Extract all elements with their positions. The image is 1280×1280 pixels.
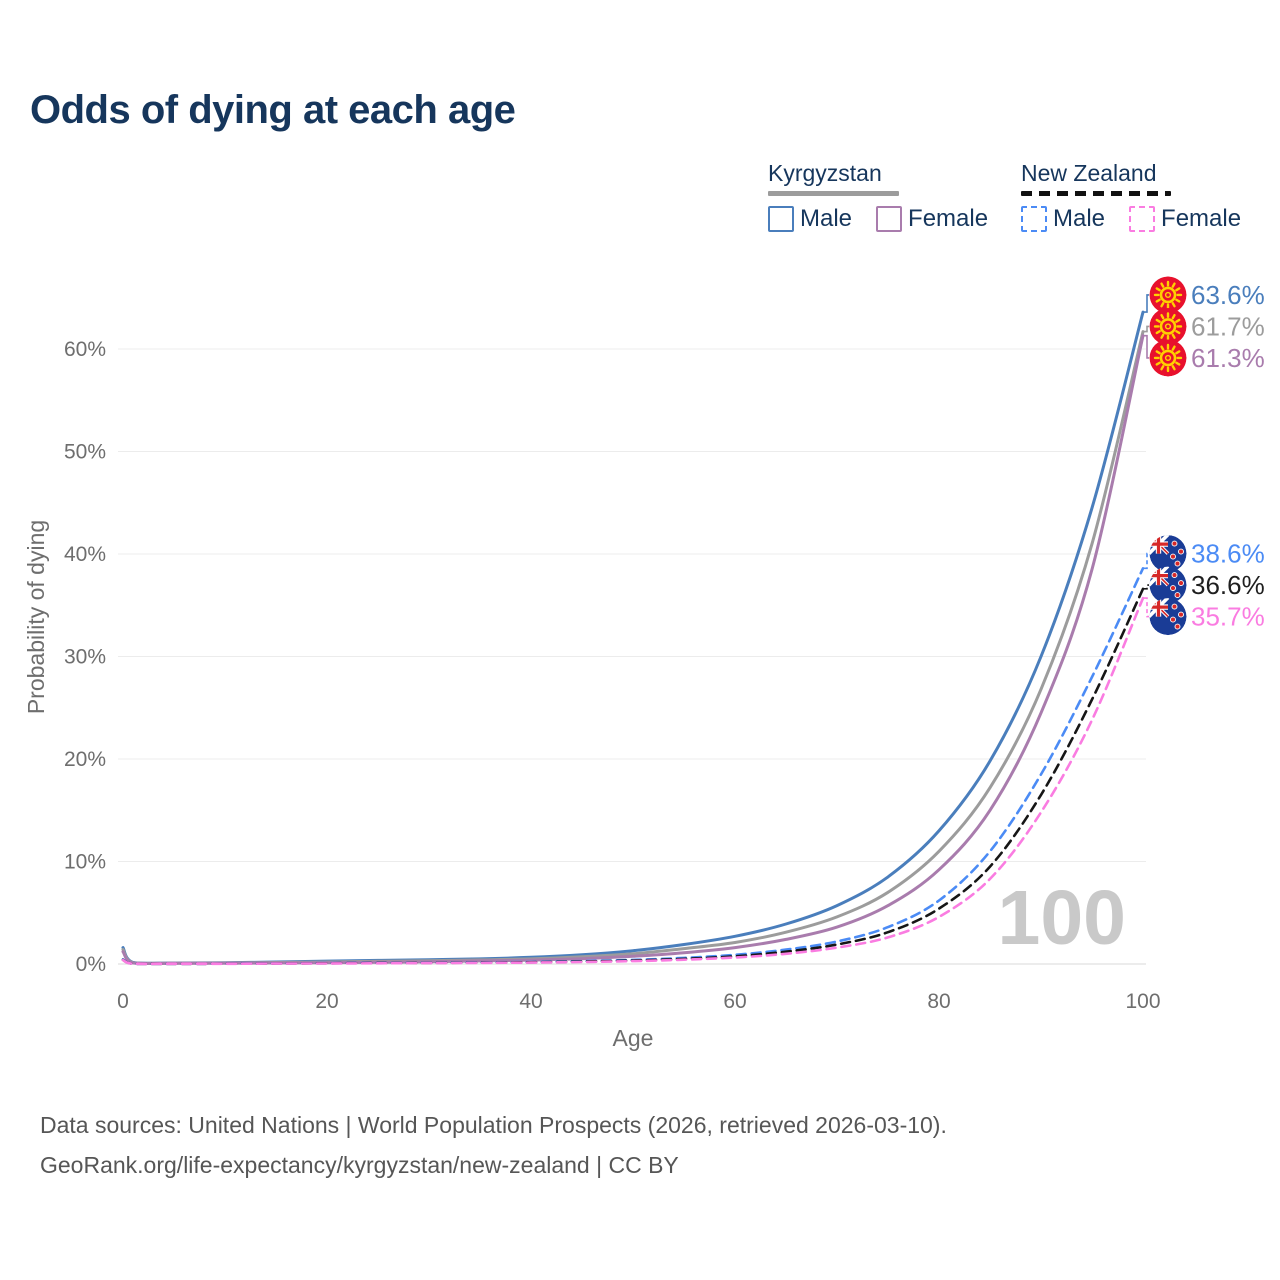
kyrgyzstan-flag-icon (1149, 339, 1187, 377)
footer-data-sources: Data sources: United Nations | World Pop… (40, 1112, 947, 1138)
checkbox-icon-new-zealand-female (1129, 205, 1156, 232)
chart-legend: Kyrgyzstan Male Female New Zealand Male (0, 160, 1280, 246)
new-zealand-dashed-underline (1021, 191, 1171, 196)
label-connector (1144, 294, 1149, 313)
legend-group-new-zealand: New Zealand Male Female (1021, 160, 1241, 233)
checkbox-icon-new-zealand-male (1021, 205, 1047, 232)
checkbox-label: Female (1161, 204, 1242, 232)
x-tick-label: 40 (519, 990, 542, 1013)
new-zealand-flag-icon (1149, 535, 1187, 573)
y-tick-label: 50% (64, 441, 106, 464)
y-axis-title: Probability of dying (23, 520, 49, 714)
checkbox-new-zealand-female[interactable]: Female (1129, 205, 1241, 233)
end-value-label-new-zealand-female: 35.7% (1191, 602, 1265, 632)
checkbox-label: Female (908, 205, 989, 232)
kyrgyzstan-solid-underline (768, 191, 899, 196)
series-line-new-zealand-female[interactable] (121, 596, 1145, 966)
series-line-new-zealand-both-sexes[interactable] (121, 587, 1145, 966)
end-value-label-new-zealand-both-sexes: 36.6% (1191, 570, 1265, 600)
checkbox-kyrgyzstan-male[interactable]: Male (768, 205, 852, 233)
x-tick-label: 80 (927, 990, 950, 1013)
kyrgyzstan-flag-icon (1149, 307, 1187, 345)
y-tick-label: 10% (64, 851, 106, 874)
y-tick-label: 60% (64, 338, 106, 361)
checkbox-label: Male (800, 205, 853, 232)
label-connector (1144, 597, 1149, 618)
label-connector (1144, 584, 1149, 590)
end-value-label-kyrgyzstan-female: 61.3% (1191, 343, 1265, 373)
checkbox-label: Male (1053, 204, 1106, 232)
kyrgyzstan-flag-icon (1149, 276, 1187, 314)
checkbox-icon-kyrgyzstan-female (876, 206, 903, 232)
footer: Data sources: United Nations | World Pop… (40, 1105, 947, 1185)
x-axis-title: Age (613, 1025, 654, 1051)
age-watermark: 100 (998, 875, 1126, 961)
new-zealand-flag-icon (1149, 566, 1187, 604)
y-tick-label: 0% (76, 953, 106, 976)
legend-country-new-zealand: New Zealand (1021, 160, 1157, 186)
end-value-label-kyrgyzstan-male: 63.6% (1191, 280, 1265, 310)
series-line-kyrgyzstan-both-sexes[interactable] (121, 330, 1145, 965)
x-tick-label: 100 (1125, 990, 1160, 1013)
new-zealand-flag-icon (1149, 598, 1187, 636)
y-tick-label: 40% (64, 543, 106, 566)
y-tick-label: 30% (64, 646, 106, 669)
checkbox-icon-kyrgyzstan-male (768, 206, 794, 232)
x-tick-label: 60 (723, 990, 746, 1013)
x-tick-label: 20 (315, 990, 338, 1013)
x-tick-label: 0 (117, 990, 129, 1013)
end-value-label-kyrgyzstan-both-sexes: 61.7% (1191, 311, 1265, 341)
end-value-label-new-zealand-male: 38.6% (1191, 539, 1265, 569)
series-line-new-zealand-male[interactable] (121, 567, 1145, 966)
label-connector (1144, 325, 1149, 333)
legend-group-kyrgyzstan: Kyrgyzstan Male Female (768, 160, 988, 233)
label-connector (1144, 334, 1149, 359)
label-connector (1144, 552, 1149, 570)
page-title: Odds of dying at each age (30, 88, 516, 132)
footer-attribution: GeoRank.org/life-expectancy/kyrgyzstan/n… (40, 1152, 679, 1178)
checkbox-kyrgyzstan-female[interactable]: Female (876, 205, 988, 233)
series-line-kyrgyzstan-female[interactable] (121, 334, 1145, 966)
legend-country-kyrgyzstan: Kyrgyzstan (768, 160, 882, 186)
checkbox-new-zealand-male[interactable]: Male (1021, 205, 1105, 233)
y-tick-label: 20% (64, 748, 106, 771)
